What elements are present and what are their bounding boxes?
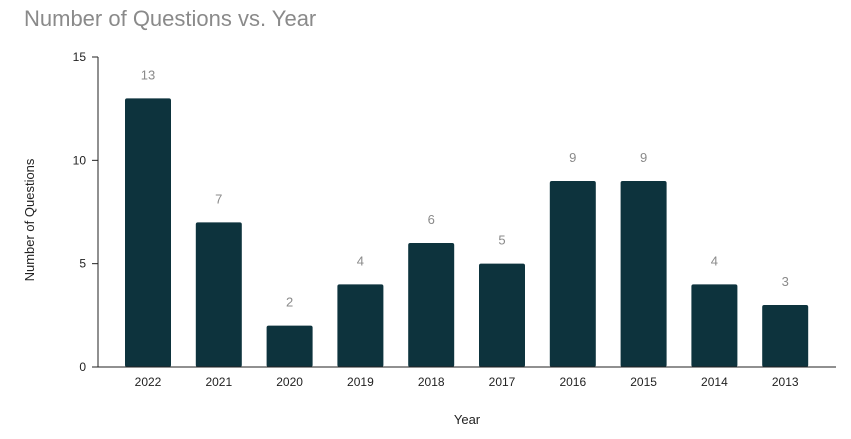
x-tick-label-2021: 2021 [205,375,232,389]
x-tick-label-2019: 2019 [347,375,374,389]
bar-2021[interactable] [195,222,242,367]
x-tick-label-2015: 2015 [630,375,657,389]
data-label-2019: 4 [357,253,364,268]
data-label-2015: 9 [640,150,647,165]
x-tick-label-2014: 2014 [701,375,728,389]
y-tick-label: 15 [73,50,87,64]
x-tick-label-2020: 2020 [276,375,303,389]
bar-2019[interactable] [337,284,384,367]
x-tick-label-2013: 2013 [772,375,799,389]
bars-group [125,98,809,367]
bar-2015[interactable] [620,181,667,367]
bar-2018[interactable] [408,243,455,367]
bar-2017[interactable] [479,263,525,367]
data-label-2013: 3 [782,274,789,289]
x-tick-label-2016: 2016 [559,375,586,389]
data-label-2017: 5 [498,233,505,248]
data-label-2020: 2 [286,295,293,310]
bar-2020[interactable] [266,325,313,367]
data-label-2016: 9 [569,150,576,165]
data-label-2021: 7 [215,191,222,206]
bar-2016[interactable] [549,181,596,367]
data-label-2018: 6 [428,212,435,227]
x-axis-title: Year [454,412,481,427]
x-tick-label-2018: 2018 [418,375,445,389]
data-label-2014: 4 [711,253,718,268]
x-ticks-group: 2022 2021 2020 2019 2018 2017 2016 2015 2014 2013 [135,375,799,389]
chart-title: Number of Questions vs. Year [24,6,317,31]
y-tick-label: 10 [73,153,87,167]
data-label-2022: 13 [141,67,155,82]
y-tick-label: 5 [79,257,86,271]
y-tick-label: 0 [79,360,86,374]
y-axis-title: Number of Questions [22,158,37,281]
data-labels-group: 13 7 2 4 6 5 9 9 4 3 [141,67,789,309]
bar-2014[interactable] [691,284,738,367]
x-tick-label-2022: 2022 [135,375,162,389]
bar-2022[interactable] [125,98,171,367]
y-ticks-group: 0 5 10 15 [73,50,98,374]
bar-2013[interactable] [762,305,809,367]
x-tick-label-2017: 2017 [489,375,516,389]
